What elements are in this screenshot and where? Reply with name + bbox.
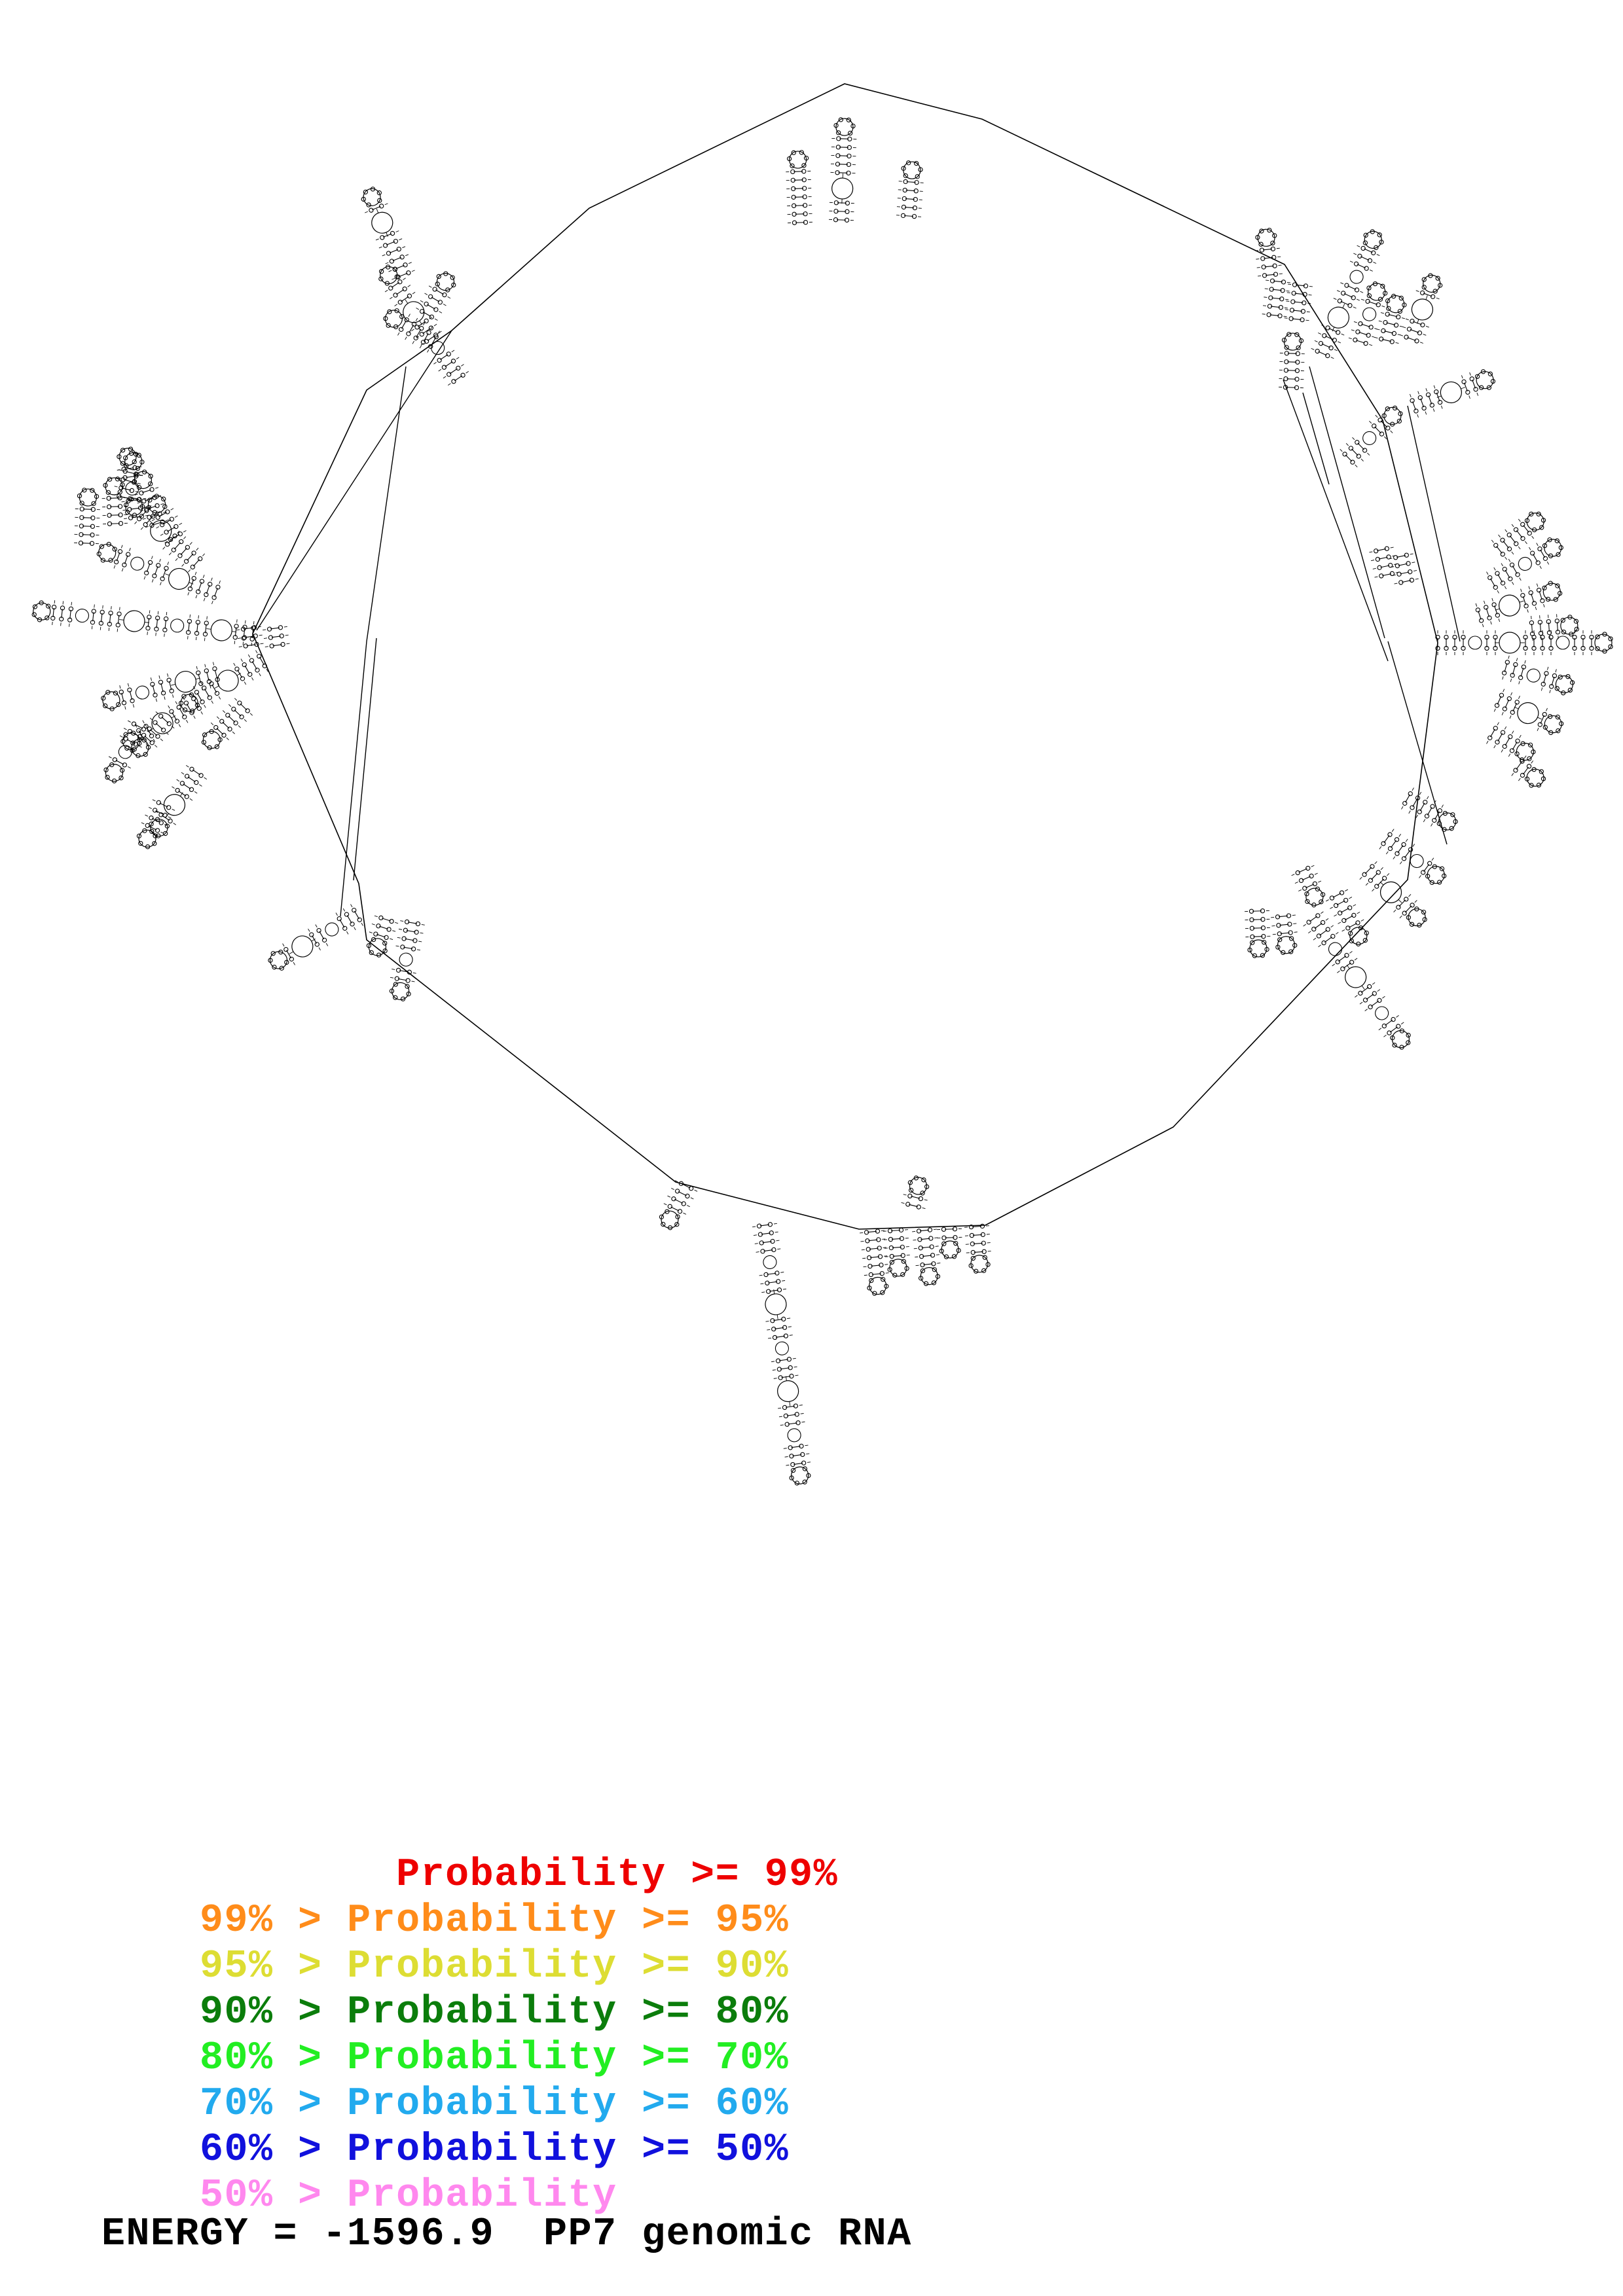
domain-upper-right bbox=[1254, 226, 1498, 469]
legend-label-80: 90% > Probability >= 80% bbox=[200, 1990, 790, 2035]
legend-row-99: Probability >= 99% bbox=[0, 1806, 1623, 1897]
domain-bottom-right bbox=[859, 1174, 992, 1297]
legend-row-95: 99% > Probability >= 95% bbox=[0, 1852, 1623, 1943]
domain-left-cluster bbox=[31, 446, 270, 852]
legend-label-99: Probability >= 99% bbox=[200, 1853, 839, 1897]
probability-legend: Probability >= 99% 99% > Probability >= … bbox=[0, 1806, 1623, 2218]
legend-row-90: 95% > Probability >= 90% bbox=[0, 1898, 1623, 1989]
energy-caption: ENERGY = -1596.9 PP7 genomic RNA bbox=[101, 2212, 912, 2257]
rna-structure-diagram bbox=[31, 83, 1613, 1487]
legend-row-70: 80% > Probability >= 70% bbox=[0, 1990, 1623, 2081]
legend-label-90: 95% > Probability >= 90% bbox=[200, 1945, 790, 1989]
legend-label-below50: 50% > Probability bbox=[200, 2174, 617, 2218]
domain-left-mid bbox=[236, 624, 291, 650]
legend-label-60: 70% > Probability >= 60% bbox=[200, 2082, 790, 2126]
domain-lower-left bbox=[264, 903, 426, 1003]
legend-label-70: 80% > Probability >= 70% bbox=[200, 2036, 790, 2081]
legend-row-60: 70% > Probability >= 60% bbox=[0, 2036, 1623, 2126]
domain-right-edge bbox=[1435, 507, 1613, 793]
legend-row-80: 90% > Probability >= 80% bbox=[0, 1944, 1623, 2035]
domain-right-mid bbox=[1261, 278, 1419, 586]
legend-label-95: 99% > Probability >= 95% bbox=[200, 1899, 790, 1943]
domain-bottom-center bbox=[655, 1178, 812, 1487]
legend-row-50: 60% > Probability >= 50% bbox=[0, 2081, 1623, 2172]
backbone-path bbox=[252, 83, 1438, 1230]
domain-upper-left bbox=[358, 184, 471, 387]
long-range-strands bbox=[256, 330, 1461, 917]
domain-top-apex bbox=[785, 117, 924, 226]
domain-right-lower bbox=[1244, 786, 1461, 1054]
rna-structure-panel bbox=[31, 83, 1613, 1487]
legend-label-50: 60% > Probability >= 50% bbox=[200, 2128, 790, 2172]
legend-row-below50: 50% > Probability bbox=[0, 2127, 1623, 2218]
